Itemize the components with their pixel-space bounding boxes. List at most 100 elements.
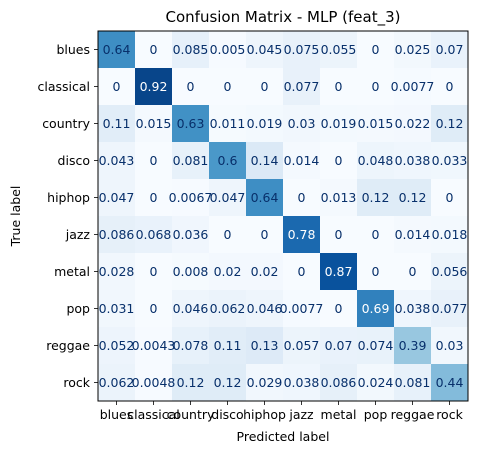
y-tick-label: classical [37,79,90,94]
heatmap-cell [135,68,172,105]
cell-value-label: 0 [335,301,343,316]
heatmap-cell [98,142,135,179]
heatmap-cell [209,68,246,105]
y-tick-label: pop [66,301,90,316]
heatmap-cell [320,105,357,142]
cell-value-label: 0.0048 [132,375,176,390]
y-axis-ticks: blues classical country disco hiphop jazz meta… [37,42,98,390]
heatmap-cell [394,179,431,216]
cell-value-label: 0 [372,79,380,94]
cell-value-label: 0.055 [321,42,357,57]
cell-value-label: 0 [224,227,232,242]
heatmap-cell [394,105,431,142]
cell-value-label: 0.057 [284,338,320,353]
cell-value-label: 0.64 [103,42,131,57]
plot-frame [97,30,469,402]
cell-value-label: 0 [335,79,343,94]
cell-value-label: 0.87 [325,264,353,279]
cell-value-label: 0 [409,264,417,279]
heatmap-cell [357,142,394,179]
x-tick-label: country [167,407,215,422]
heatmap-cell [98,31,135,68]
heatmap-cell [394,68,431,105]
cell-value-label: 0.12 [177,375,205,390]
cell-value-label: 0.029 [247,375,283,390]
cell-value-label: 0.11 [103,116,131,131]
cell-value-label: 0.92 [140,79,168,94]
heatmap-cell [98,290,135,327]
x-tick-label: reggae [391,407,435,422]
cell-value-label: 0 [335,227,343,242]
heatmap-cell [209,31,246,68]
cell-value-label: 0 [150,264,158,279]
heatmap-cell [320,179,357,216]
cell-value-label: 0.019 [321,116,357,131]
cell-value-label: 0.013 [321,190,357,205]
chart-title: Confusion Matrix - MLP (feat_3) [166,8,401,27]
cell-value-label: 0.068 [136,227,172,242]
heatmap-cell [357,253,394,290]
cell-value-label: 0.07 [436,42,464,57]
cell-value-label: 0 [446,79,454,94]
heatmap-cell [283,142,320,179]
cell-value-label: 0.12 [214,375,242,390]
heatmap-cell [394,327,431,364]
cell-value-label: 0.085 [173,42,209,57]
heatmap-cell [172,68,209,105]
cell-value-label: 0 [372,227,380,242]
cell-value-label: 0.008 [173,264,209,279]
cell-value-label: 0 [372,42,380,57]
cell-value-label: 0 [150,190,158,205]
heatmap-cell [431,253,468,290]
cell-value-label: 0.078 [173,338,209,353]
heatmap-cell [135,142,172,179]
heatmap-cell [98,364,135,401]
cell-value-label: 0.02 [251,264,279,279]
heatmap-cell [357,179,394,216]
cell-value-label: 0.031 [99,301,135,316]
cell-value-label: 0.44 [436,375,464,390]
heatmap-cell [135,253,172,290]
heatmap-cell [320,216,357,253]
x-tick-label: hiphop [243,407,286,422]
heatmap-cell [246,179,283,216]
x-tick-label: pop [364,407,388,422]
heatmap-cell [98,179,135,216]
heatmap-cell [394,364,431,401]
cell-value-label: 0.12 [399,190,427,205]
cell-value-label: 0.0077 [391,79,435,94]
cell-value-label: 0.6 [218,153,238,168]
heatmap-cell [246,290,283,327]
heatmap-cell [283,327,320,364]
heatmap-cell [394,253,431,290]
cell-value-label: 0.047 [99,190,135,205]
heatmap-cell [98,253,135,290]
cell-value-label: 0 [446,190,454,205]
heatmap-cell [135,31,172,68]
heatmap-cell [172,105,209,142]
heatmap-cell-labels: 0.64 0 0.085 0.005 0.045 0.075 0.055 0 0.025 0.07… [99,42,468,390]
cell-value-label: 0 [335,153,343,168]
cell-value-label: 0.015 [136,116,172,131]
cell-value-label: 0.056 [432,264,468,279]
cell-value-label: 0.025 [395,42,431,57]
y-tick-label: country [42,116,90,131]
heatmap-cell [209,253,246,290]
cell-value-label: 0 [261,227,269,242]
heatmap-cell [209,327,246,364]
cell-value-label: 0.086 [321,375,357,390]
cell-value-label: 0.03 [288,116,316,131]
heatmap-cell [98,327,135,364]
heatmap-cell [320,327,357,364]
y-tick-label: rock [63,375,90,390]
heatmap-cell [283,68,320,105]
heatmap-cell [394,216,431,253]
heatmap-cell [98,68,135,105]
cell-value-label: 0 [150,42,158,57]
cell-value-label: 0.062 [210,301,246,316]
cell-value-label: 0.69 [362,301,390,316]
heatmap-cell [431,290,468,327]
cell-value-label: 0.024 [358,375,394,390]
x-tick-label: disco [211,407,243,422]
